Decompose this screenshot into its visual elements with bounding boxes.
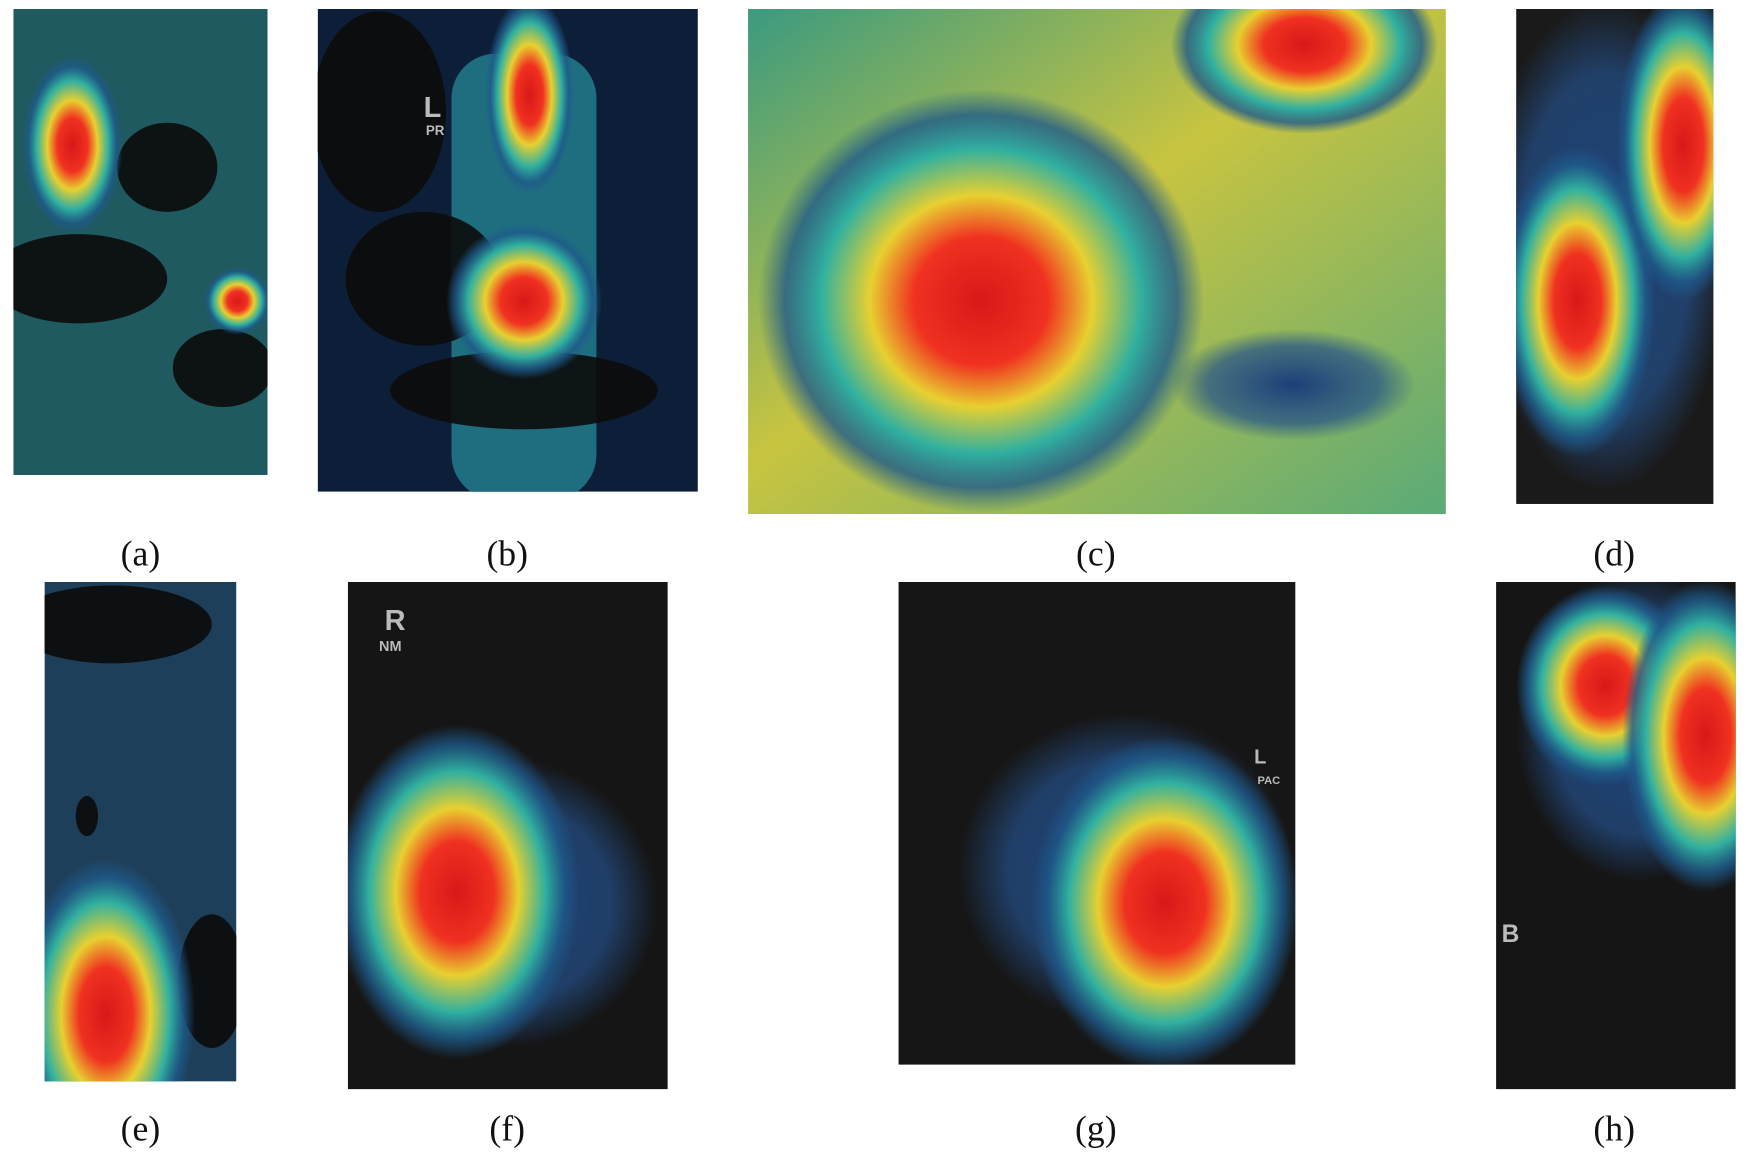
dark-region [13, 234, 168, 324]
panel [748, 8, 1446, 514]
dark-region [75, 796, 99, 837]
heat-blob [22, 55, 123, 235]
panel-label: (b) [486, 533, 528, 573]
panel [44, 582, 237, 1082]
dark-region [172, 328, 268, 407]
heat-blob [347, 724, 580, 1060]
heat-blob [758, 89, 1204, 513]
dark-region [117, 122, 218, 212]
image-marker: B [1502, 921, 1520, 948]
panel: B [1496, 582, 1736, 1090]
panel-label: (c) [1076, 533, 1116, 573]
heat-halo [1170, 328, 1416, 441]
image-marker: R [385, 605, 406, 637]
panel: L PAC [898, 582, 1296, 1065]
image-marker: L [424, 92, 442, 124]
panel-label: (h) [1593, 1109, 1635, 1149]
dark-region [390, 351, 658, 430]
heat-blob [1622, 582, 1736, 892]
panel [13, 8, 268, 475]
heat-blob [1516, 145, 1656, 458]
heat-blob [204, 267, 268, 335]
panel [1516, 8, 1714, 504]
panel-label: (a) [121, 533, 161, 573]
panel: R NM [347, 582, 668, 1090]
panel-label: (f) [489, 1109, 525, 1149]
heat-blob [445, 223, 602, 380]
image-marker: PAC [1257, 775, 1280, 787]
image-marker: L [1254, 747, 1266, 769]
heat-blob [44, 858, 196, 1082]
heat-blob [1031, 735, 1296, 1065]
image-marker: NM [379, 639, 402, 655]
heat-blob [1616, 8, 1714, 302]
panel-label: (d) [1593, 533, 1635, 573]
dark-region [317, 11, 446, 212]
image-marker: PR [426, 123, 445, 138]
panel: LPR [317, 8, 698, 492]
panel-label: (g) [1075, 1109, 1117, 1149]
dark-region [44, 585, 212, 664]
heat-blob [1170, 8, 1439, 134]
heat-blob [484, 8, 575, 196]
panel-label: (e) [121, 1109, 161, 1149]
